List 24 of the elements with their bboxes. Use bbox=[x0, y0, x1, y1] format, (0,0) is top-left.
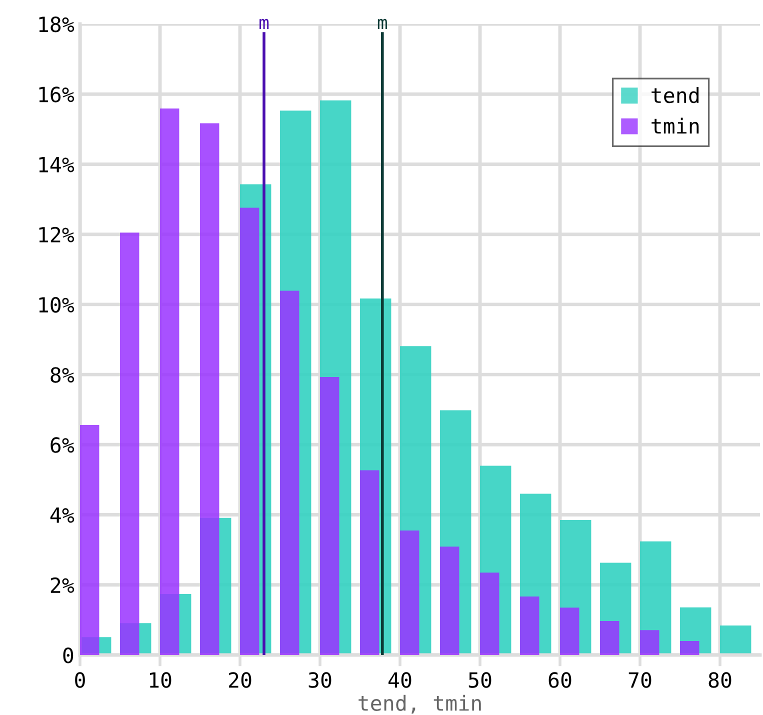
y-tick-label: 12% bbox=[39, 226, 74, 242]
x-tick-label: 40 bbox=[388, 672, 412, 688]
y-tick-label: 18% bbox=[39, 16, 74, 32]
x-tick-label: 70 bbox=[628, 672, 652, 688]
y-tick-label: 6% bbox=[50, 437, 74, 453]
ref-line-label: m bbox=[260, 18, 269, 30]
y-tick-label: 8% bbox=[50, 367, 74, 383]
y-tick-label: 10% bbox=[39, 296, 74, 313]
x-tick-label: 20 bbox=[229, 672, 252, 688]
y-tick-label: 2% bbox=[50, 577, 74, 593]
y-tick-label: 14% bbox=[39, 157, 74, 172]
legend-label: tmin bbox=[652, 118, 699, 134]
x-tick-label: 60 bbox=[548, 672, 572, 688]
x-tick-label: 0 bbox=[75, 672, 85, 688]
x-tick-label: 30 bbox=[308, 672, 332, 688]
x-tick-label: 80 bbox=[708, 672, 732, 688]
y-tick-label: 0 bbox=[63, 648, 74, 664]
legend-label: tend bbox=[652, 87, 699, 104]
y-tick-label: 4% bbox=[50, 508, 74, 523]
x-tick-label: 10 bbox=[150, 672, 172, 688]
x-tick-label: 50 bbox=[468, 672, 492, 688]
x-axis-title: tend, tmin bbox=[358, 694, 481, 714]
y-tick-label: 16% bbox=[39, 86, 74, 102]
ref-line-label: m bbox=[378, 18, 387, 30]
